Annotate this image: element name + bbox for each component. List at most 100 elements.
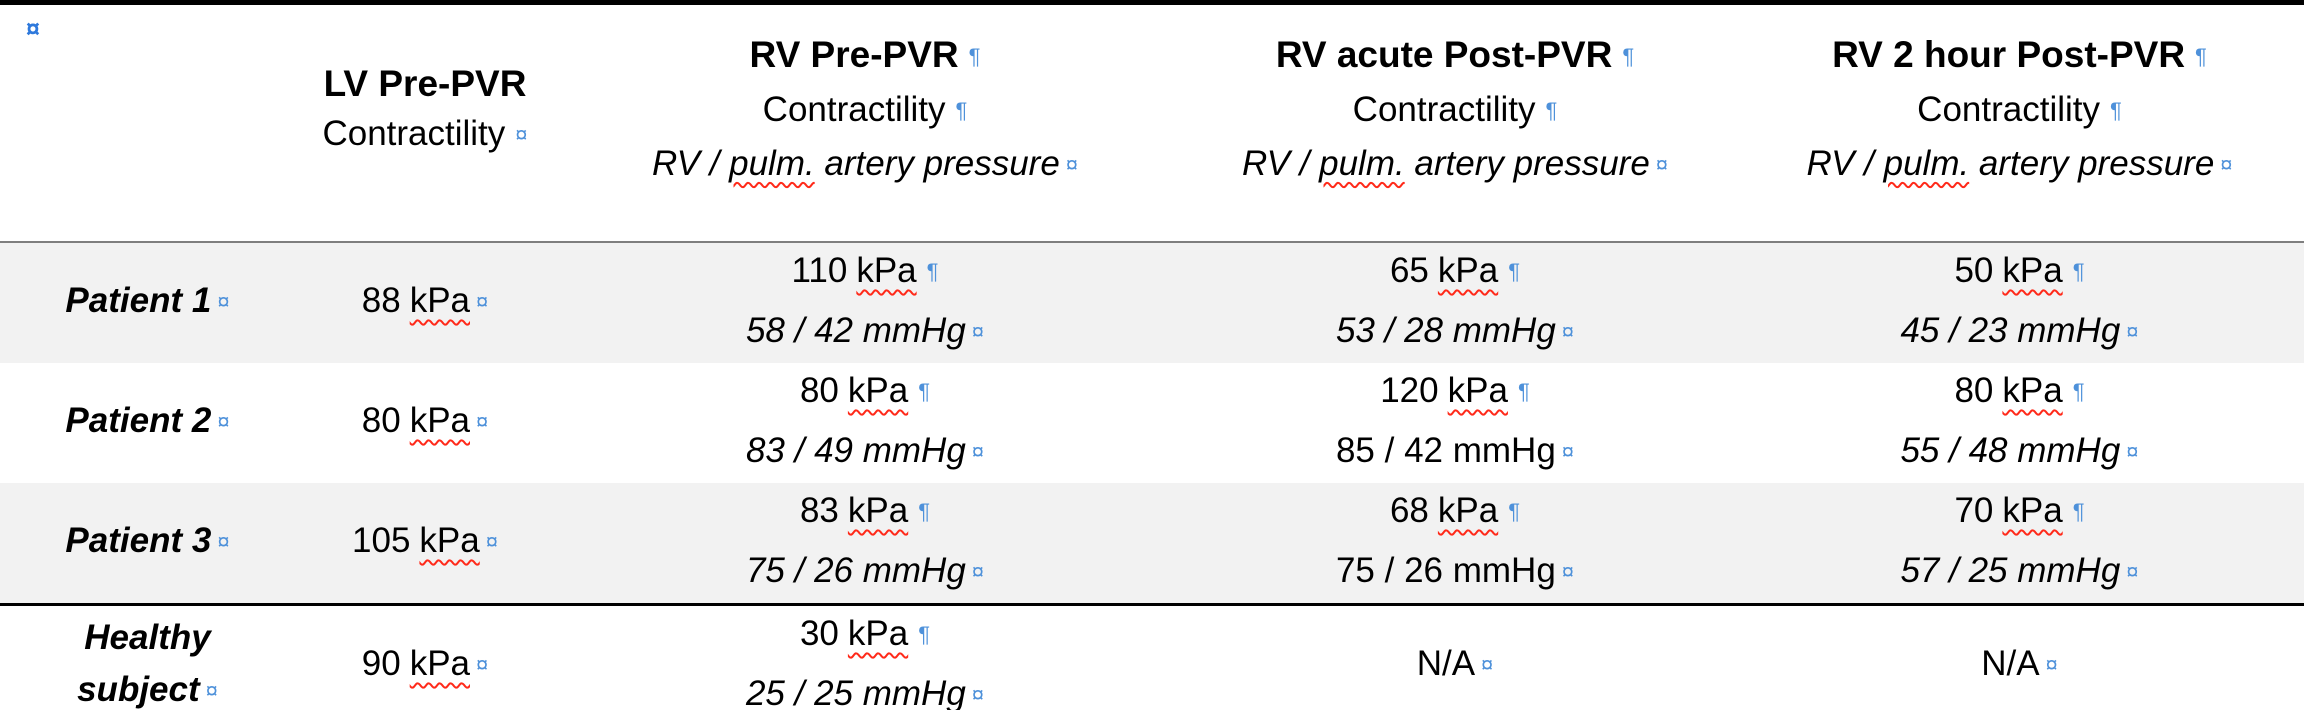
pilcrow-mark: ¶ (918, 622, 931, 647)
misspelled-word: pulm. (729, 143, 815, 183)
cell-patient2-rv-pre[interactable]: 80 kPa ¶ 83 / 49 mmHg ¤ (745, 371, 985, 470)
header-cell-rv-acute-post-pvr[interactable]: RV acute Post-PVR ¶ Contractility ¶ RV / p… (1241, 33, 1669, 183)
cell-row-label[interactable]: Patient 3 ¤ (65, 521, 230, 560)
header-title: RV 2 hour Post-PVR (1832, 33, 2186, 75)
header-subtitle: Contractility (322, 114, 506, 153)
misspelled-word: pulm. (1883, 143, 1970, 183)
cell-healthy-rv-2hr[interactable]: N/A ¤ (1735, 605, 2304, 710)
cell-patient1-rv-acute[interactable]: 65 kPa ¶ 53 / 28 mmHg ¤ (1335, 251, 1575, 350)
pilcrow-mark: ¶ (2072, 499, 2085, 524)
na-value: N/A (1416, 644, 1476, 683)
cell-end-mark: ¤ (1561, 559, 1575, 584)
header-title: LV Pre-PVR (323, 63, 527, 104)
pilcrow-mark: ¶ (1545, 97, 1558, 123)
cell-patient2-rv-2hr[interactable]: 80 kPa ¶ 55 / 48 mmHg ¤ (1900, 371, 2139, 470)
header-row: ¤ LV Pre-PVR Contractility ¤ RV Pre-PVR ¶ … (0, 5, 2304, 242)
cell-patient3-rv-2hr[interactable]: 70 kPa ¶ 57 / 25 mmHg ¤ (1900, 491, 2139, 590)
cell-end-mark: ¤ (971, 319, 985, 344)
pilcrow-mark: ¶ (968, 43, 981, 69)
row-patient-3: Patient 3 ¤ 105 kPa ¤ 83 kPa ¶ 75 / 26 mmHg ¤ … (0, 483, 2304, 605)
cell-end-mark: ¤ (1065, 151, 1079, 177)
misspelled-word: pulm. (1319, 143, 1405, 183)
misspelled-unit: kPa (847, 491, 909, 530)
table-header: ¤ LV Pre-PVR Contractility ¤ RV Pre-PVR ¶ … (0, 5, 2304, 242)
row-patient-1: Patient 1 ¤ 88 kPa ¤ 110 kPa ¶ 58 / 42 mmHg ¤ … (0, 242, 2304, 363)
header-subtitle: Contractility (1352, 89, 1536, 129)
header-cell-empty[interactable]: ¤ (0, 5, 295, 242)
cell-end-mark: ¤ (2126, 439, 2139, 464)
cell-row-label[interactable]: Patient 1 ¤ (65, 281, 230, 320)
misspelled-unit: kPa (2002, 251, 2063, 290)
cell-end-mark: ¤ (476, 652, 489, 677)
cell-end-mark: ¤ (971, 682, 985, 707)
cell-end-mark: ¤ (2220, 151, 2233, 177)
cell-row-label[interactable]: Patient 2 ¤ (65, 401, 230, 440)
cell-healthy-rv-pre[interactable]: 30 kPa ¶ 25 / 25 mmHg ¤ (745, 614, 985, 710)
cell-end-mark: ¤ (1561, 439, 1575, 464)
patient-contractility-table: ¤ LV Pre-PVR Contractility ¤ RV Pre-PVR ¶ … (0, 5, 2304, 710)
pilcrow-mark: ¶ (1508, 259, 1521, 284)
header-subtitle: Contractility (762, 89, 946, 129)
cell-healthy-lv[interactable]: 90 kPa ¤ (361, 644, 489, 683)
cell-end-mark: ¤ (476, 409, 489, 434)
cell-patient2-rv-acute[interactable]: 120 kPa ¶ 85 / 42 mmHg ¤ (1335, 371, 1575, 470)
pilcrow-mark: ¶ (1517, 379, 1530, 404)
cell-patient2-lv[interactable]: 80 kPa ¤ (361, 401, 489, 440)
cell-end-mark: ¤ (1655, 151, 1669, 177)
cell-healthy-rv-acute[interactable]: N/A ¤ (1175, 605, 1735, 710)
misspelled-unit: kPa (856, 251, 917, 290)
header-subtitle: Contractility (1917, 89, 2100, 129)
na-value: N/A (1981, 644, 2040, 683)
cell-end-mark: ¤ (2126, 319, 2139, 344)
misspelled-unit: kPa (2002, 371, 2063, 410)
pilcrow-mark: ¶ (1622, 43, 1635, 69)
cell-end-mark: ¤ (217, 409, 230, 434)
table-body: Patient 1 ¤ 88 kPa ¤ 110 kPa ¶ 58 / 42 mmHg ¤ … (0, 242, 2304, 710)
misspelled-unit: kPa (1447, 371, 1508, 410)
misspelled-unit: kPa (847, 371, 909, 410)
misspelled-unit: kPa (2002, 491, 2063, 530)
pilcrow-mark: ¶ (918, 499, 931, 524)
cell-end-mark: ¤ (2045, 652, 2058, 677)
header-title: RV Pre-PVR (749, 33, 959, 75)
row-patient-2: Patient 2 ¤ 80 kPa ¤ 80 kPa ¶ 83 / 49 mmHg ¤ 1… (0, 363, 2304, 483)
pilcrow-mark: ¶ (2072, 379, 2085, 404)
cell-end-mark: ¤ (515, 122, 528, 147)
cell-end-mark: ¤ (1481, 652, 1494, 677)
pilcrow-mark: ¶ (955, 97, 968, 123)
header-cell-lv-pre-pvr[interactable]: LV Pre-PVR Contractility ¤ (295, 5, 555, 242)
cell-patient3-rv-pre[interactable]: 83 kPa ¶ 75 / 26 mmHg ¤ (745, 491, 985, 590)
pilcrow-mark: ¶ (918, 379, 931, 404)
misspelled-unit: kPa (847, 614, 909, 653)
cell-end-mark: ¤ (26, 15, 40, 43)
header-title: RV acute Post-PVR (1275, 33, 1613, 75)
cell-end-mark: ¤ (971, 559, 985, 584)
cell-end-mark: ¤ (485, 529, 498, 554)
pilcrow-mark: ¶ (2110, 97, 2122, 123)
pilcrow-mark: ¶ (926, 259, 939, 284)
cell-patient1-rv-2hr[interactable]: 50 kPa ¶ 45 / 23 mmHg ¤ (1900, 251, 2139, 350)
misspelled-unit: kPa (1437, 491, 1499, 530)
misspelled-unit: kPa (1437, 251, 1499, 290)
pilcrow-mark: ¶ (2195, 43, 2207, 69)
header-cell-rv-2hour-post-pvr[interactable]: RV 2 hour Post-PVR ¶ Contractility ¶ RV / … (1806, 33, 2233, 183)
cell-end-mark: ¤ (1561, 319, 1575, 344)
cell-end-mark: ¤ (217, 529, 230, 554)
cell-end-mark: ¤ (217, 289, 230, 314)
misspelled-unit: kPa (419, 521, 480, 560)
cell-row-label[interactable]: Healthy subject ¤ (77, 618, 218, 709)
misspelled-unit: kPa (409, 281, 470, 320)
cell-end-mark: ¤ (971, 439, 985, 464)
cell-end-mark: ¤ (2126, 559, 2139, 584)
misspelled-unit: kPa (409, 644, 470, 683)
cell-patient1-rv-pre[interactable]: 110 kPa ¶ 58 / 42 mmHg ¤ (745, 251, 985, 350)
row-healthy-subject: Healthy subject ¤ 90 kPa ¤ 30 kPa ¶ 25 / 25 m… (0, 604, 2304, 710)
cell-end-mark: ¤ (205, 678, 218, 703)
pilcrow-mark: ¶ (2072, 259, 2085, 284)
cell-patient1-lv[interactable]: 88 kPa ¤ (361, 281, 489, 320)
cell-patient3-rv-acute[interactable]: 68 kPa ¶ 75 / 26 mmHg ¤ (1335, 491, 1575, 590)
header-cell-rv-pre-pvr[interactable]: RV Pre-PVR ¶ Contractility ¶ RV / pulm. ar… (651, 33, 1079, 183)
pilcrow-mark: ¶ (1508, 499, 1521, 524)
cell-patient3-lv[interactable]: 105 kPa ¤ (352, 521, 498, 560)
